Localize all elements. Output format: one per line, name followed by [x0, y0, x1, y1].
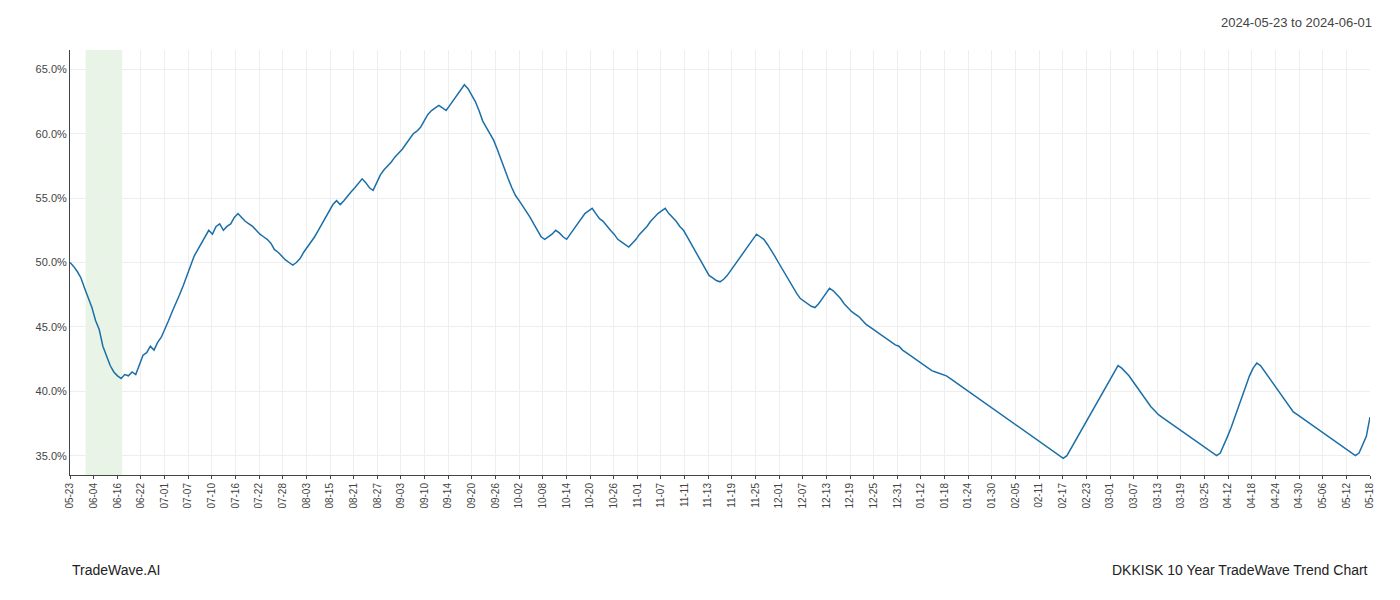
- svg-text:40.0%: 40.0%: [36, 385, 67, 397]
- svg-text:09-14: 09-14: [442, 483, 453, 509]
- svg-text:12-13: 12-13: [821, 483, 832, 509]
- svg-text:12-19: 12-19: [844, 483, 855, 509]
- svg-text:TradeWave.AI: TradeWave.AI: [72, 562, 160, 578]
- svg-text:01-24: 01-24: [962, 483, 973, 509]
- svg-text:09-03: 09-03: [395, 483, 406, 509]
- svg-text:11-11: 11-11: [679, 483, 690, 508]
- svg-text:DKKISK 10 Year TradeWave Trend: DKKISK 10 Year TradeWave Trend Chart: [1112, 562, 1368, 578]
- svg-text:01-18: 01-18: [939, 483, 950, 509]
- svg-text:05-12: 05-12: [1341, 483, 1352, 509]
- svg-text:10-14: 10-14: [561, 483, 572, 509]
- svg-text:11-01: 11-01: [632, 483, 643, 508]
- svg-text:12-01: 12-01: [773, 483, 784, 509]
- svg-text:12-07: 12-07: [797, 483, 808, 509]
- svg-text:11-25: 11-25: [750, 483, 761, 508]
- svg-text:10-20: 10-20: [584, 483, 595, 509]
- svg-text:50.0%: 50.0%: [36, 256, 67, 268]
- svg-text:06-16: 06-16: [112, 483, 123, 509]
- svg-text:11-13: 11-13: [702, 483, 713, 508]
- svg-text:10-26: 10-26: [608, 483, 619, 509]
- svg-text:45.0%: 45.0%: [36, 321, 67, 333]
- svg-text:08-03: 08-03: [301, 483, 312, 509]
- svg-text:02-11: 02-11: [1033, 483, 1044, 508]
- svg-text:60.0%: 60.0%: [36, 128, 67, 140]
- svg-text:05-18: 05-18: [1364, 483, 1375, 509]
- svg-text:03-13: 03-13: [1152, 483, 1163, 509]
- svg-text:03-07: 03-07: [1128, 483, 1139, 509]
- svg-text:07-28: 07-28: [277, 483, 288, 509]
- svg-text:12-25: 12-25: [868, 483, 879, 509]
- svg-text:07-07: 07-07: [182, 483, 193, 509]
- svg-text:55.0%: 55.0%: [36, 192, 67, 204]
- svg-text:03-19: 03-19: [1175, 483, 1186, 509]
- svg-text:02-17: 02-17: [1057, 483, 1068, 509]
- svg-text:09-20: 09-20: [466, 483, 477, 509]
- svg-text:03-25: 03-25: [1199, 483, 1210, 509]
- svg-text:04-18: 04-18: [1246, 483, 1257, 509]
- svg-text:07-22: 07-22: [253, 483, 264, 509]
- svg-text:2024-05-23 to 2024-06-01: 2024-05-23 to 2024-06-01: [1221, 15, 1372, 30]
- svg-text:11-19: 11-19: [726, 483, 737, 508]
- svg-text:35.0%: 35.0%: [36, 450, 67, 462]
- svg-text:10-08: 10-08: [537, 483, 548, 509]
- svg-text:04-30: 04-30: [1293, 483, 1304, 509]
- svg-text:04-24: 04-24: [1270, 483, 1281, 509]
- svg-text:01-30: 01-30: [986, 483, 997, 509]
- svg-text:65.0%: 65.0%: [36, 63, 67, 75]
- svg-text:11-07: 11-07: [655, 483, 666, 508]
- svg-text:10-02: 10-02: [513, 483, 524, 509]
- svg-text:12-31: 12-31: [892, 483, 903, 509]
- svg-text:08-15: 08-15: [324, 483, 335, 509]
- svg-text:02-05: 02-05: [1010, 483, 1021, 509]
- svg-text:09-10: 09-10: [419, 483, 430, 509]
- svg-text:03-01: 03-01: [1104, 483, 1115, 509]
- svg-text:09-26: 09-26: [490, 483, 501, 509]
- svg-text:04-12: 04-12: [1222, 483, 1233, 509]
- svg-text:01-12: 01-12: [915, 483, 926, 509]
- svg-text:07-16: 07-16: [230, 483, 241, 509]
- svg-text:05-06: 05-06: [1317, 483, 1328, 509]
- svg-text:02-23: 02-23: [1081, 483, 1092, 509]
- svg-text:07-10: 07-10: [206, 483, 217, 509]
- svg-text:06-04: 06-04: [88, 483, 99, 509]
- svg-text:08-21: 08-21: [348, 483, 359, 509]
- svg-text:06-22: 06-22: [135, 483, 146, 509]
- svg-text:08-27: 08-27: [372, 483, 383, 509]
- svg-text:07-01: 07-01: [159, 483, 170, 509]
- svg-text:05-23: 05-23: [64, 483, 75, 509]
